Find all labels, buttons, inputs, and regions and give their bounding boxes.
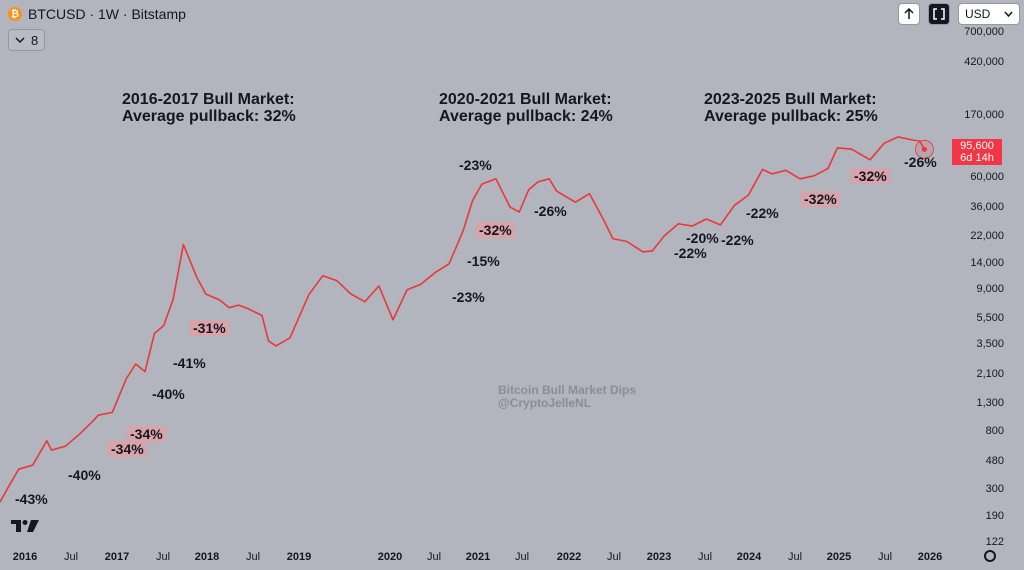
pullback-label: -41% bbox=[173, 355, 206, 371]
symbol-title: BTCUSD · 1W · Bitstamp bbox=[28, 6, 186, 22]
btc-price-line[interactable] bbox=[0, 136, 926, 503]
y-tick-label: 480 bbox=[985, 455, 1004, 468]
x-tick-label: Jul bbox=[697, 551, 713, 563]
square-bracket-icon bbox=[933, 8, 945, 20]
x-tick-label: 2018 bbox=[194, 551, 220, 563]
last-price-tag: 95,600 6d 14h bbox=[952, 139, 1002, 165]
x-tick-label: 2019 bbox=[286, 551, 312, 563]
tradingview-logo-icon bbox=[11, 520, 39, 532]
bitcoin-icon: ₿ bbox=[8, 7, 22, 21]
pullback-label: -20% bbox=[686, 230, 719, 246]
pullback-label: -22% bbox=[674, 245, 707, 261]
annotation-title: 2020-2021 Bull Market: bbox=[439, 91, 612, 108]
y-tick-label: 300 bbox=[985, 482, 1004, 495]
x-tick-label: 2024 bbox=[736, 551, 762, 563]
pullback-label: -40% bbox=[68, 467, 101, 483]
x-tick-label: 2025 bbox=[826, 551, 852, 563]
x-tick-label: 2017 bbox=[104, 551, 130, 563]
y-tick-label: 2,100 bbox=[976, 368, 1004, 381]
top-controls: USD bbox=[898, 3, 1020, 25]
watermark-title: Bitcoin Bull Market Dips bbox=[498, 383, 637, 397]
y-tick-label: 60,000 bbox=[970, 170, 1004, 183]
annotation-title: 2016-2017 Bull Market: bbox=[122, 91, 295, 108]
annotation-pullback: Average pullback: 32% bbox=[122, 108, 296, 125]
x-tick-label: 2020 bbox=[377, 551, 403, 563]
annotation-title: 2023-2025 Bull Market: bbox=[704, 91, 877, 108]
annotation-pullback: Average pullback: 25% bbox=[704, 108, 878, 125]
x-tick-label: Jul bbox=[606, 551, 622, 563]
pullback-label: -22% bbox=[721, 232, 754, 248]
y-tick-label: 170,000 bbox=[964, 109, 1004, 122]
x-tick-label: Jul bbox=[426, 551, 442, 563]
watermark: Bitcoin Bull Market Dips @CryptoJelleNL bbox=[498, 384, 636, 410]
x-tick-label: Jul bbox=[155, 551, 171, 563]
x-tick-label: Jul bbox=[877, 551, 893, 563]
pullback-label: -15% bbox=[467, 253, 500, 269]
bull-market-2020-annotation: 2020-2021 Bull Market: Average pullback:… bbox=[439, 91, 613, 125]
currency-select[interactable]: USD bbox=[958, 3, 1020, 25]
pullback-label: -32% bbox=[851, 168, 890, 184]
symbol-header[interactable]: ₿ BTCUSD · 1W · Bitstamp bbox=[8, 6, 186, 22]
y-tick-label: 22,000 bbox=[970, 229, 1004, 242]
arrow-up-icon bbox=[904, 8, 914, 19]
indicator-count: 8 bbox=[31, 32, 39, 48]
y-tick-label: 1,300 bbox=[976, 396, 1004, 409]
pullback-label: -32% bbox=[476, 222, 515, 238]
tradingview-logo[interactable] bbox=[10, 518, 40, 534]
x-tick-label: Jul bbox=[787, 551, 803, 563]
y-tick-label: 420,000 bbox=[964, 56, 1004, 69]
pullback-label: -34% bbox=[108, 441, 147, 457]
currency-value: USD bbox=[965, 7, 991, 21]
y-tick-label: 5,500 bbox=[976, 311, 1004, 324]
y-tick-label: 36,000 bbox=[970, 200, 1004, 213]
chevron-down-icon bbox=[1004, 11, 1013, 17]
pullback-label: -31% bbox=[190, 320, 229, 336]
x-tick-label: 2016 bbox=[12, 551, 38, 563]
pullback-label: -23% bbox=[459, 157, 492, 173]
last-price-dot bbox=[921, 146, 927, 152]
x-tick-label: 2021 bbox=[465, 551, 491, 563]
bull-market-2023-annotation: 2023-2025 Bull Market: Average pullback:… bbox=[704, 91, 878, 125]
x-tick-label: 2023 bbox=[646, 551, 672, 563]
bar-countdown: 6d 14h bbox=[960, 152, 994, 164]
pullback-label: -43% bbox=[15, 491, 48, 507]
last-price: 95,600 bbox=[960, 140, 994, 152]
pullback-label: -22% bbox=[746, 205, 779, 221]
chart-mode-button[interactable] bbox=[928, 3, 950, 25]
chevron-down-icon bbox=[15, 37, 25, 44]
pullback-label: -26% bbox=[904, 154, 937, 170]
pullback-label: -23% bbox=[452, 289, 485, 305]
x-tick-label: Jul bbox=[63, 551, 79, 563]
settings-icon[interactable] bbox=[984, 550, 996, 562]
annotation-pullback: Average pullback: 24% bbox=[439, 108, 613, 125]
y-tick-label: 122 bbox=[985, 536, 1004, 548]
x-tick-label: 2022 bbox=[556, 551, 582, 563]
x-tick-label: Jul bbox=[245, 551, 261, 563]
y-tick-label: 3,500 bbox=[976, 338, 1004, 351]
x-tick-label: 2026 bbox=[917, 551, 943, 563]
pullback-label: -32% bbox=[801, 191, 840, 207]
bull-market-2016-annotation: 2016-2017 Bull Market: Average pullback:… bbox=[122, 91, 296, 125]
x-tick-label: Jul bbox=[514, 551, 530, 563]
indicator-toggle[interactable]: 8 bbox=[8, 29, 46, 51]
y-tick-label: 190 bbox=[985, 509, 1004, 522]
y-tick-label: 800 bbox=[985, 425, 1004, 438]
pullback-label: -40% bbox=[152, 386, 185, 402]
scroll-up-button[interactable] bbox=[898, 3, 920, 25]
y-tick-label: 700,000 bbox=[964, 26, 1004, 38]
pullback-label: -26% bbox=[534, 203, 567, 219]
y-tick-label: 9,000 bbox=[976, 282, 1004, 295]
pullback-label: -34% bbox=[127, 426, 166, 442]
y-tick-label: 14,000 bbox=[970, 256, 1004, 269]
watermark-handle: @CryptoJelleNL bbox=[498, 396, 592, 410]
